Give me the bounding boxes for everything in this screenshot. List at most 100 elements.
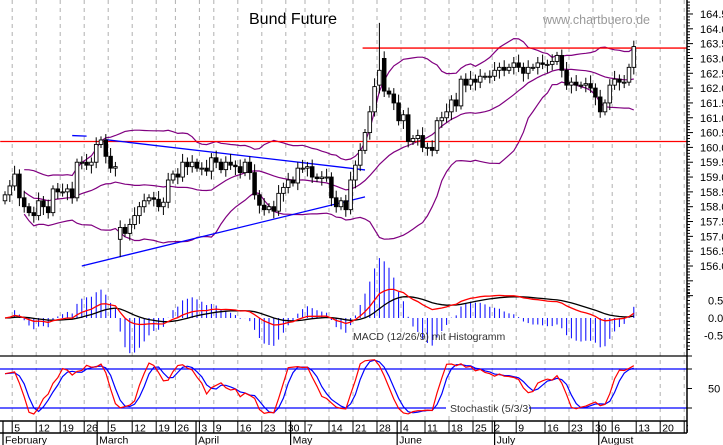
candle-body	[381, 58, 387, 92]
candle-body	[228, 161, 233, 166]
candle-body	[583, 83, 589, 86]
candle-body	[612, 78, 617, 86]
chart-title: Bund Future	[249, 11, 337, 28]
candle-body	[597, 96, 603, 113]
price-axis-label: 159.0	[700, 172, 723, 184]
candle-body	[74, 161, 80, 199]
candle-body	[617, 78, 622, 83]
candle-body	[391, 93, 397, 104]
trendline	[81, 196, 366, 267]
month-label: March	[99, 435, 128, 445]
candle-body	[36, 200, 41, 217]
candle-body	[540, 62, 545, 65]
candle-body	[137, 206, 142, 217]
candle-body	[353, 164, 358, 181]
candle-body	[314, 176, 320, 179]
candle-body	[357, 149, 363, 166]
candle-body	[463, 78, 469, 86]
week-label: 19	[158, 423, 170, 435]
price-panel	[0, 22, 687, 267]
candle-body	[257, 194, 262, 206]
candle-body	[117, 227, 123, 240]
week-label: 3	[201, 423, 207, 435]
trendline	[105, 139, 366, 171]
candle-body	[285, 179, 291, 188]
candle-body	[559, 55, 565, 71]
candle-body	[324, 176, 329, 179]
week-label: 26	[86, 423, 98, 435]
candle-body	[2, 194, 8, 202]
candle-body	[204, 167, 209, 172]
candle-body	[501, 66, 507, 71]
candle-body	[549, 60, 555, 65]
price-axis-label: 162.5	[700, 68, 723, 80]
candle-body	[194, 161, 200, 169]
candle-body	[41, 200, 46, 208]
candle-body	[401, 114, 406, 122]
macd-axis-label: -0.5	[704, 331, 723, 343]
candle-body	[189, 161, 195, 168]
candle-body	[98, 139, 104, 145]
candle-body	[525, 66, 531, 74]
candle-body	[482, 75, 488, 78]
candle-body	[65, 188, 70, 193]
candle-body	[127, 224, 133, 234]
candle-body	[223, 161, 229, 171]
candle-body	[333, 197, 339, 208]
stochastic-panel	[0, 359, 687, 415]
week-label: 2	[494, 423, 500, 435]
candle-body	[45, 206, 51, 214]
candle-body	[573, 81, 579, 86]
week-label: 4	[403, 423, 409, 435]
macd-line	[4, 288, 635, 326]
candle-body	[271, 206, 277, 212]
candle-body	[161, 201, 166, 208]
watermark: www.chartbuero.de	[542, 13, 650, 27]
bollinger-lower-band	[23, 81, 635, 244]
week-label: 13	[638, 423, 650, 435]
candle-body	[578, 84, 584, 87]
candle-body	[386, 90, 392, 95]
candle-body	[261, 204, 267, 211]
candle-body	[290, 179, 296, 184]
month-label: April	[198, 435, 219, 445]
price-axis-label: 164.0	[700, 24, 723, 36]
candle-body	[396, 102, 401, 122]
candle-body	[242, 161, 248, 174]
week-label: 5	[14, 423, 20, 435]
axis-mask	[688, 421, 723, 445]
candle-body	[218, 161, 224, 171]
week-label: 21	[355, 423, 367, 435]
price-axis-label: 156.0	[700, 261, 723, 273]
candle-body	[26, 206, 32, 214]
price-axis-label: 163.5	[700, 39, 723, 51]
price-axis-label: 156.5	[700, 246, 723, 258]
month-label: August	[601, 435, 634, 445]
week-label: 30	[288, 423, 300, 435]
price-axis-label: 162.0	[700, 83, 723, 95]
week-label: 16	[547, 423, 559, 435]
week-label: 14	[331, 423, 343, 435]
candle-body	[12, 173, 17, 187]
candle-body	[410, 138, 416, 142]
price-axis-label: 161.0	[700, 113, 723, 125]
candle-body	[425, 146, 430, 149]
stochastic-label-bg	[446, 402, 529, 414]
candle-body	[266, 206, 272, 211]
candle-body	[621, 81, 627, 84]
candle-body	[247, 161, 253, 174]
candle-body	[276, 192, 281, 212]
candle-body	[545, 63, 550, 66]
candle-body	[122, 227, 128, 234]
week-label: 19	[62, 423, 74, 435]
candle-body	[21, 197, 27, 208]
week-label: 16	[240, 423, 252, 435]
week-label: 23	[571, 423, 583, 435]
candle-body	[535, 62, 541, 68]
candle-body	[309, 166, 315, 178]
candle-body	[521, 66, 526, 74]
candle-body	[17, 173, 22, 199]
macd-panel	[0, 258, 687, 357]
candle-body	[31, 212, 37, 217]
candle-body	[84, 161, 89, 166]
